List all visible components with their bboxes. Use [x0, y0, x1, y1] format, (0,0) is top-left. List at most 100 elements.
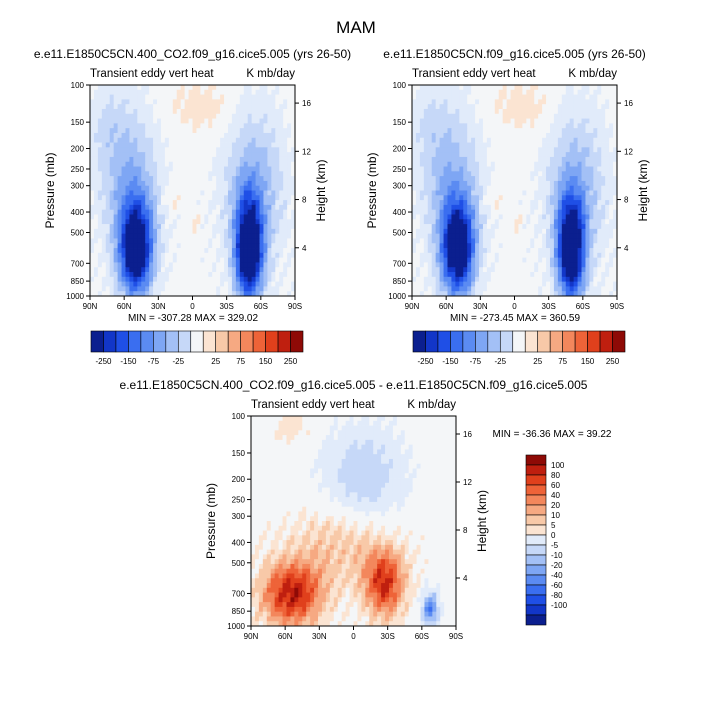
contour-cell: [216, 252, 221, 259]
contour-cell: [573, 243, 578, 249]
contour-cell: [188, 200, 193, 206]
contour-cell: [176, 204, 182, 211]
contour-cell: [573, 94, 578, 100]
contour-cell: [168, 190, 174, 196]
contour-cell: [369, 435, 374, 441]
contour-cell: [267, 209, 272, 215]
contour-cell: [180, 214, 186, 220]
contour-cell: [125, 142, 130, 148]
contour-cell: [518, 132, 523, 139]
contour-cell: [439, 137, 444, 143]
contour-cell: [455, 204, 460, 211]
contour-cell: [423, 99, 429, 105]
contour-cell: [549, 180, 555, 187]
contour-cell: [172, 248, 178, 254]
contour-cell: [137, 166, 142, 172]
contour-cell: [463, 132, 468, 139]
contour-cell: [412, 286, 417, 292]
contour-cell: [208, 156, 213, 163]
contour-cell: [557, 89, 563, 95]
contour-cell: [573, 108, 578, 115]
contour-cell: [451, 262, 456, 268]
contour-cell: [597, 257, 602, 263]
contour-cell: [431, 214, 437, 220]
contour-cell: [157, 118, 162, 124]
contour-cell: [345, 416, 350, 422]
y-tick-label: 500: [71, 228, 85, 237]
contour-cell: [561, 286, 567, 292]
contour-cell: [172, 89, 178, 95]
contour-cell: [557, 238, 563, 244]
y-tick-label: 850: [71, 277, 85, 286]
contour-cell: [609, 104, 614, 110]
contour-cell: [157, 209, 162, 215]
contour-cell: [267, 195, 272, 201]
contour-cell: [431, 108, 437, 115]
contour-cell: [435, 243, 440, 249]
contour-cell: [435, 185, 440, 191]
contour-cell: [475, 204, 480, 211]
contour-cell: [129, 166, 134, 172]
contour-cell: [471, 137, 476, 143]
contour-cell: [93, 171, 99, 177]
contour-cell: [522, 137, 527, 143]
contour-cell: [239, 286, 245, 292]
contour-cell: [212, 262, 217, 268]
contour-cell: [251, 176, 256, 182]
contour-cell: [164, 118, 170, 124]
contour-cell: [168, 214, 174, 220]
contour-cell: [510, 209, 515, 215]
contour-cell: [283, 200, 288, 206]
contour-cell: [546, 166, 551, 172]
contour-cell: [565, 291, 571, 297]
contour-cell: [561, 185, 567, 191]
contour-cell: [121, 166, 126, 172]
contour-cell: [192, 94, 197, 100]
contour-cell: [251, 204, 256, 211]
contour-cell: [443, 161, 448, 167]
contour-cell: [101, 200, 107, 206]
contour-cell: [518, 99, 523, 105]
contour-cell: [448, 416, 453, 422]
contour-cell: [613, 200, 618, 206]
contour-cell: [164, 190, 170, 196]
contour-cell: [129, 137, 134, 143]
contour-cell: [216, 248, 221, 254]
contour-cell: [184, 166, 189, 172]
contour-cell: [498, 238, 504, 244]
contour-cell: [97, 228, 103, 235]
contour-cell: [601, 228, 606, 235]
contour-cell: [149, 224, 154, 230]
contour-cell: [601, 132, 606, 139]
panel-units-label: K mb/day: [568, 68, 617, 80]
contour-cell: [613, 118, 618, 124]
contour-cell: [605, 219, 610, 225]
contour-cell: [90, 257, 95, 263]
contour-cell: [97, 200, 103, 206]
contour-cell: [490, 142, 496, 148]
contour-cell: [467, 272, 472, 278]
contour-cell: [569, 228, 575, 235]
contour-cell: [463, 113, 468, 119]
contour-cell: [486, 224, 492, 230]
contour-cell: [235, 161, 241, 167]
contour-cell: [101, 123, 107, 129]
contour-field: [251, 416, 457, 627]
contour-cell: [200, 128, 205, 134]
contour-cell: [125, 161, 130, 167]
contour-cell: [176, 104, 182, 110]
contour-cell: [506, 94, 511, 100]
contour-cell: [113, 291, 118, 297]
contour-cell: [593, 257, 598, 263]
contour-cell: [490, 166, 496, 172]
contour-cell: [105, 190, 111, 196]
contour-cell: [526, 142, 531, 148]
contour-cell: [105, 272, 111, 278]
contour-cell: [204, 156, 209, 163]
contour-cell: [176, 108, 182, 115]
contour-cell: [168, 166, 174, 172]
contour-cell: [109, 272, 115, 278]
contour-cell: [479, 238, 484, 244]
contour-cell: [419, 281, 425, 287]
contour-cell: [538, 156, 543, 163]
